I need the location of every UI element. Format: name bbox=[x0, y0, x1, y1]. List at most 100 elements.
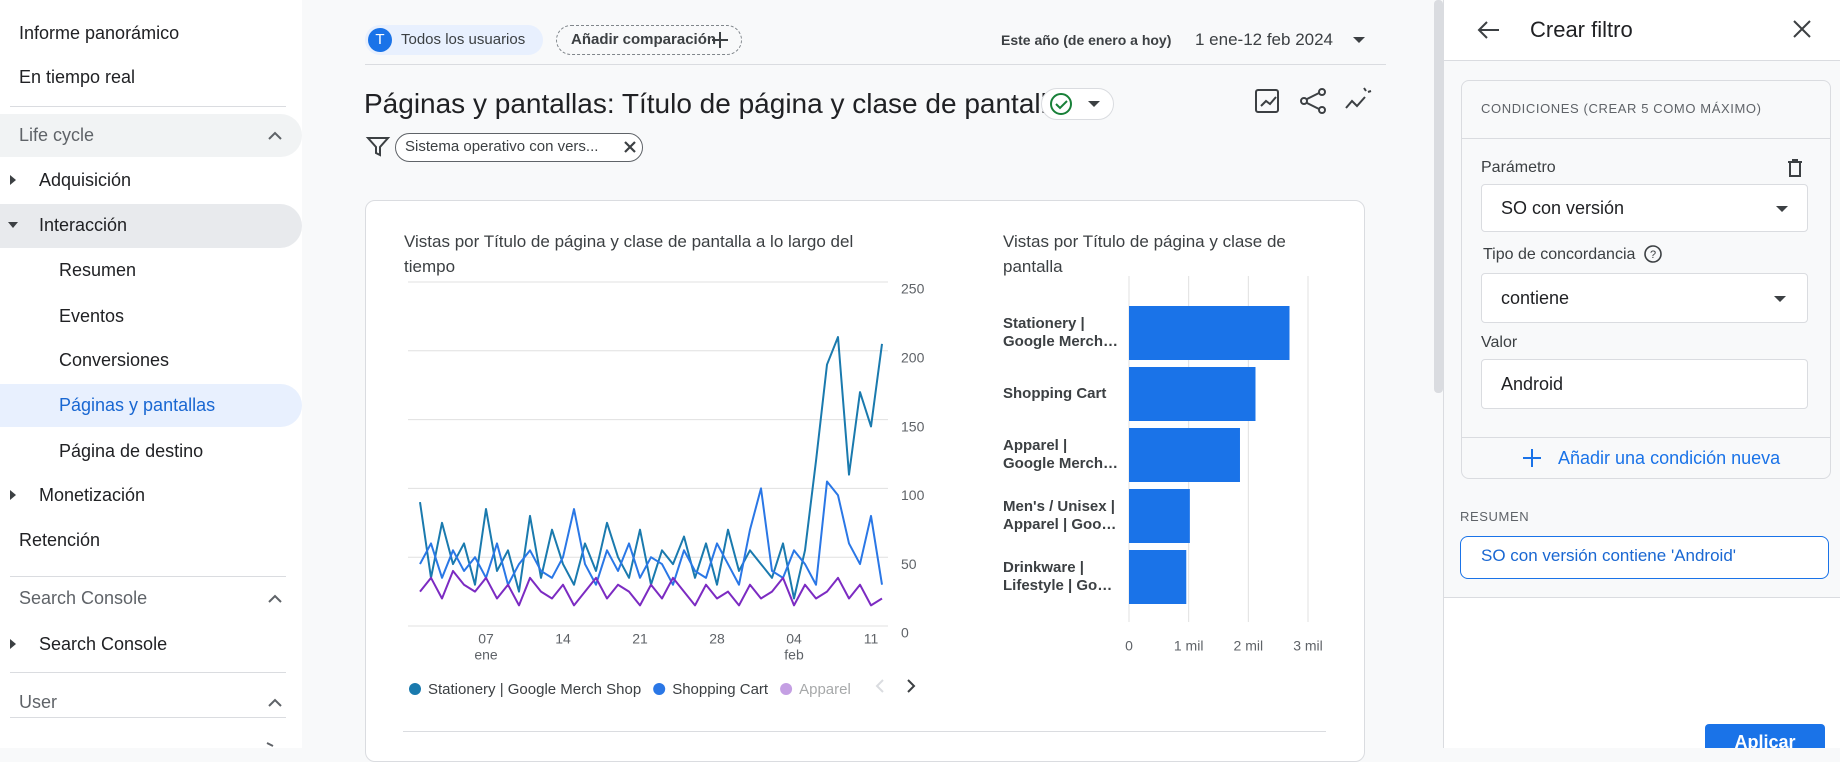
x-tick-label: 21 bbox=[632, 631, 648, 647]
apply-button[interactable]: Aplicar bbox=[1705, 724, 1825, 748]
x-tick-label: 11 bbox=[864, 631, 879, 647]
sidebar-icons bbox=[8, 131, 282, 747]
divider bbox=[403, 731, 1326, 732]
audience-chip[interactable] bbox=[365, 25, 543, 55]
x-sublabel: ene bbox=[474, 647, 498, 663]
divider bbox=[10, 106, 286, 107]
x-tick-label: 14 bbox=[555, 631, 571, 647]
bar-chart-title: Vistas por Título de página y clase de p… bbox=[1003, 232, 1286, 276]
report-title: Páginas y pantallas: Título de página y … bbox=[364, 88, 1063, 119]
nav-item[interactable]: Monetización bbox=[39, 485, 146, 505]
y-tick-label: 150 bbox=[901, 418, 925, 434]
y-tick-label: Men's / Unisex | bbox=[1003, 498, 1115, 515]
legend-label: Shopping Cart bbox=[672, 681, 769, 698]
nav-section[interactable]: User bbox=[19, 692, 58, 712]
y-tick-label: Google Merch… bbox=[1003, 333, 1118, 350]
y-tick-label: Apparel | Goo… bbox=[1003, 516, 1116, 533]
legend-label: Apparel bbox=[799, 681, 851, 698]
summary-text: SO con versión contiene 'Android' bbox=[1481, 546, 1737, 565]
x-tick-label: 28 bbox=[709, 631, 725, 647]
help-icon[interactable]: ? bbox=[1650, 249, 1656, 261]
row-highlight bbox=[0, 204, 302, 248]
row-active bbox=[0, 384, 302, 427]
y-tick-label: 50 bbox=[901, 556, 917, 572]
bar bbox=[1129, 367, 1256, 421]
divider bbox=[10, 717, 286, 718]
nav-item[interactable]: Páginas y pantallas bbox=[59, 395, 216, 415]
scrollbar[interactable] bbox=[1434, 0, 1443, 393]
y-tick-label: 200 bbox=[901, 350, 925, 366]
status-chip[interactable] bbox=[1041, 88, 1114, 120]
apply-label: Aplicar bbox=[1734, 732, 1796, 748]
bar bbox=[1129, 489, 1190, 543]
y-tick-label: Drinkware | bbox=[1003, 559, 1084, 576]
compare-chip[interactable] bbox=[556, 25, 742, 55]
parameter-select[interactable] bbox=[1481, 184, 1808, 232]
bar bbox=[1129, 550, 1187, 604]
compare-label: Añadir comparación bbox=[571, 31, 717, 48]
match-select[interactable] bbox=[1481, 273, 1808, 323]
y-tick-label: Apparel | bbox=[1003, 437, 1067, 454]
nav-item[interactable]: En tiempo real bbox=[19, 67, 136, 87]
legend-swatch bbox=[409, 683, 421, 695]
nav-item[interactable]: Search Console bbox=[39, 634, 168, 654]
period-name: Este año (de enero a hoy) bbox=[1001, 32, 1172, 48]
summary-box bbox=[1460, 536, 1829, 579]
x-tick-label: 04 bbox=[786, 631, 802, 647]
summary-heading: RESUMEN bbox=[1460, 509, 1530, 524]
field-label: Tipo de concordancia bbox=[1483, 246, 1636, 263]
x-tick-label: 0 bbox=[1125, 638, 1133, 654]
divider bbox=[10, 576, 286, 577]
header-icons bbox=[365, 32, 1372, 157]
nav-item[interactable]: Retención bbox=[19, 530, 101, 550]
line-chart-title: Vistas por Título de página y clase de p… bbox=[404, 232, 854, 276]
audience-label: Todos los usuarios bbox=[401, 31, 526, 48]
x-sublabel: feb bbox=[784, 647, 804, 663]
nav-item[interactable]: Conversiones bbox=[59, 350, 170, 370]
conditions-heading: CONDICIONES (CREAR 5 COMO MÁXIMO) bbox=[1481, 101, 1762, 116]
nav-item[interactable]: Adquisición bbox=[39, 170, 132, 190]
x-tick-label: 1 mil bbox=[1174, 638, 1204, 654]
panel-icons: ? bbox=[1477, 20, 1811, 467]
legend-swatch bbox=[780, 683, 793, 695]
y-tick-label: 0 bbox=[901, 625, 909, 641]
row-highlight bbox=[0, 114, 302, 157]
legend-swatch bbox=[653, 683, 666, 695]
parameter-value: SO con versión bbox=[1501, 198, 1625, 218]
value-text: Android bbox=[1501, 374, 1564, 394]
series-line bbox=[419, 480, 883, 586]
field-label: Valor bbox=[1481, 334, 1518, 351]
divider bbox=[1462, 138, 1830, 139]
series-line bbox=[419, 569, 883, 607]
y-tick-label: Shopping Cart bbox=[1003, 385, 1106, 402]
x-tick-label: 2 mil bbox=[1234, 638, 1264, 654]
nav-item[interactable]: Eventos bbox=[59, 306, 125, 326]
bar bbox=[1129, 428, 1240, 482]
y-tick-label: Stationery | bbox=[1003, 315, 1085, 332]
y-tick-label: Lifestyle | Go… bbox=[1003, 577, 1112, 594]
y-tick-label: Google Merch… bbox=[1003, 455, 1118, 472]
panel-title: Crear filtro bbox=[1530, 17, 1633, 42]
nav-section[interactable]: Life cycle bbox=[19, 125, 95, 145]
nav-item[interactable]: Informe panorámico bbox=[19, 23, 180, 43]
x-tick-label: 07 bbox=[478, 631, 494, 647]
x-tick-label: 3 mil bbox=[1293, 638, 1323, 654]
nav-item[interactable]: Resumen bbox=[59, 260, 137, 280]
avatar: T bbox=[368, 28, 392, 52]
period[interactable]: 1 ene-12 feb 2024 bbox=[1195, 30, 1334, 49]
nav-item[interactable]: Página de destino bbox=[59, 441, 204, 461]
field-label: Parámetro bbox=[1481, 159, 1556, 176]
nav-item[interactable]: Interacción bbox=[39, 215, 128, 235]
divider bbox=[1462, 437, 1830, 438]
y-tick-label: 250 bbox=[901, 281, 925, 297]
value-input[interactable] bbox=[1481, 359, 1808, 409]
nav-section[interactable]: Search Console bbox=[19, 588, 148, 608]
bar bbox=[1129, 306, 1290, 360]
add-condition[interactable]: Añadir una condición nueva bbox=[1558, 448, 1781, 468]
match-value: contiene bbox=[1501, 288, 1570, 308]
legend-label: Stationery | Google Merch Shop bbox=[428, 681, 641, 698]
filter-chip[interactable] bbox=[395, 133, 643, 162]
y-tick-label: 100 bbox=[901, 487, 925, 503]
